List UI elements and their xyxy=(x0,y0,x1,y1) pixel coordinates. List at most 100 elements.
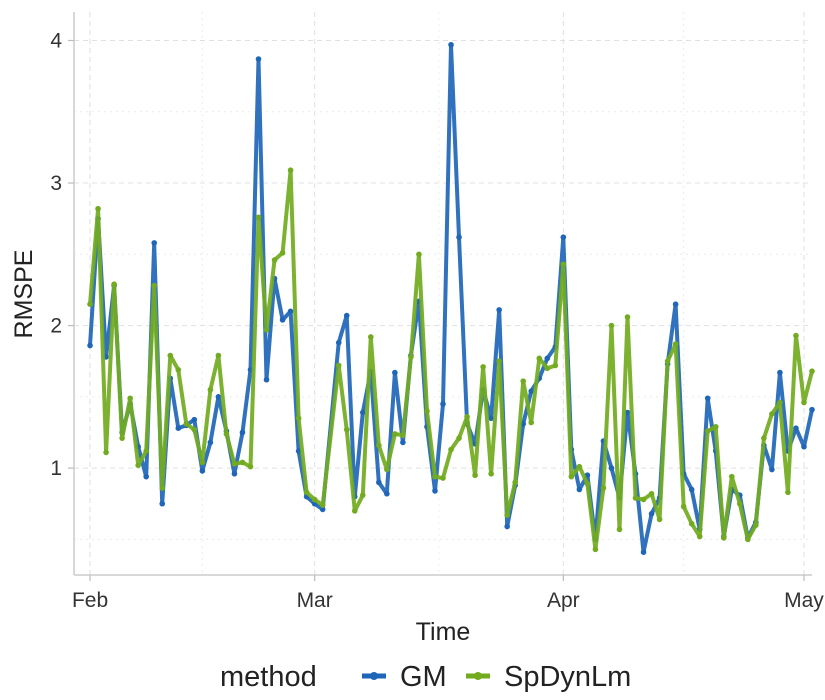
data-point-spdynlm xyxy=(319,502,326,508)
series-line-spdynlm xyxy=(88,168,814,552)
data-point-spdynlm xyxy=(191,426,198,433)
data-point-spdynlm xyxy=(600,485,607,491)
data-point-gm xyxy=(793,425,799,431)
data-point-spdynlm xyxy=(728,473,735,480)
data-point-spdynlm xyxy=(359,492,366,498)
data-point-spdynlm xyxy=(111,281,117,288)
data-point-gm xyxy=(199,468,206,474)
data-point-spdynlm xyxy=(127,395,133,402)
data-point-gm xyxy=(392,369,398,376)
data-point-spdynlm xyxy=(648,490,655,497)
legend-item-gm: GM xyxy=(362,661,447,693)
data-point-spdynlm xyxy=(737,500,743,507)
data-point-spdynlm xyxy=(552,362,559,369)
data-point-gm xyxy=(809,406,815,413)
data-point-spdynlm xyxy=(287,167,294,174)
data-point-spdynlm xyxy=(520,378,527,384)
data-point-spdynlm xyxy=(335,362,342,369)
legend-point-gm xyxy=(370,672,378,680)
data-point-spdynlm xyxy=(761,435,767,441)
data-point-spdynlm xyxy=(384,466,390,473)
data-point-gm xyxy=(231,471,238,477)
data-point-spdynlm xyxy=(440,475,446,481)
data-point-spdynlm xyxy=(464,413,470,420)
data-point-gm xyxy=(287,308,294,315)
data-point-spdynlm xyxy=(303,489,310,496)
data-point-gm xyxy=(640,549,647,555)
data-point-gm xyxy=(448,41,454,48)
axes xyxy=(73,12,812,576)
x-tick-label: May xyxy=(784,589,824,612)
data-point-spdynlm xyxy=(568,473,575,480)
y-tick-label: 2 xyxy=(50,315,62,338)
data-point-gm xyxy=(384,490,390,497)
grid xyxy=(74,12,812,575)
y-axis-title: RMSPE xyxy=(10,250,38,339)
data-point-spdynlm xyxy=(488,471,494,477)
data-point-gm xyxy=(343,312,350,319)
data-point-gm xyxy=(279,317,286,323)
data-point-gm xyxy=(544,355,551,362)
y-tick-label: 4 xyxy=(50,30,62,53)
data-point-spdynlm xyxy=(151,282,158,289)
data-point-gm xyxy=(143,473,149,480)
data-point-spdynlm xyxy=(368,334,374,340)
data-point-gm xyxy=(440,401,446,407)
data-point-spdynlm xyxy=(688,520,695,527)
x-tick-label: Mar xyxy=(297,589,333,612)
data-point-spdynlm xyxy=(536,355,543,362)
data-point-spdynlm xyxy=(480,364,486,370)
data-point-spdynlm xyxy=(103,449,109,456)
data-point-gm xyxy=(704,395,711,402)
legend-item-spdynlm: SpDynLm xyxy=(466,661,631,693)
data-point-spdynlm xyxy=(175,366,182,373)
data-point-spdynlm xyxy=(672,341,679,347)
data-point-gm xyxy=(87,342,93,349)
data-point-spdynlm xyxy=(424,408,430,414)
data-point-spdynlm xyxy=(472,472,478,479)
data-point-spdynlm xyxy=(544,365,551,372)
data-point-spdynlm xyxy=(392,431,398,437)
data-point-spdynlm xyxy=(311,496,318,503)
data-point-spdynlm xyxy=(608,322,615,329)
legend-label-spdynlm: SpDynLm xyxy=(504,661,631,693)
data-point-spdynlm xyxy=(95,205,101,212)
data-point-spdynlm xyxy=(255,214,262,221)
data-point-gm xyxy=(432,488,438,494)
data-point-spdynlm xyxy=(376,442,382,449)
data-point-spdynlm xyxy=(143,448,149,454)
data-point-gm xyxy=(400,439,406,446)
data-point-spdynlm xyxy=(183,421,190,427)
data-point-spdynlm xyxy=(448,446,454,453)
data-point-spdynlm xyxy=(408,354,414,360)
series-line-gm xyxy=(88,42,814,555)
data-point-gm xyxy=(528,388,535,394)
data-point-gm xyxy=(263,376,270,383)
data-point-gm xyxy=(191,416,198,423)
data-point-gm xyxy=(159,500,166,507)
data-point-gm xyxy=(255,56,262,62)
data-point-spdynlm xyxy=(247,463,254,470)
data-point-gm xyxy=(488,415,494,422)
data-point-gm xyxy=(376,479,382,486)
data-point-spdynlm xyxy=(616,526,623,533)
data-point-spdynlm xyxy=(263,327,270,333)
legend-title: method xyxy=(220,661,317,693)
data-point-gm xyxy=(560,234,567,240)
data-point-gm xyxy=(239,429,246,436)
data-point-spdynlm xyxy=(640,496,647,503)
data-point-spdynlm xyxy=(704,428,711,434)
data-point-spdynlm xyxy=(576,463,583,470)
x-tick-label: Apr xyxy=(547,589,580,612)
legend: method GM SpDynLm xyxy=(220,661,631,693)
data-point-spdynlm xyxy=(135,462,141,469)
data-point-gm xyxy=(801,443,807,450)
data-point-gm xyxy=(215,394,222,400)
data-point-spdynlm xyxy=(87,301,93,307)
x-axis-title: Time xyxy=(416,618,471,646)
data-point-spdynlm xyxy=(295,415,302,422)
data-point-gm xyxy=(359,409,366,416)
data-point-gm xyxy=(207,439,214,446)
data-point-spdynlm xyxy=(528,419,535,426)
data-point-spdynlm xyxy=(512,479,518,486)
